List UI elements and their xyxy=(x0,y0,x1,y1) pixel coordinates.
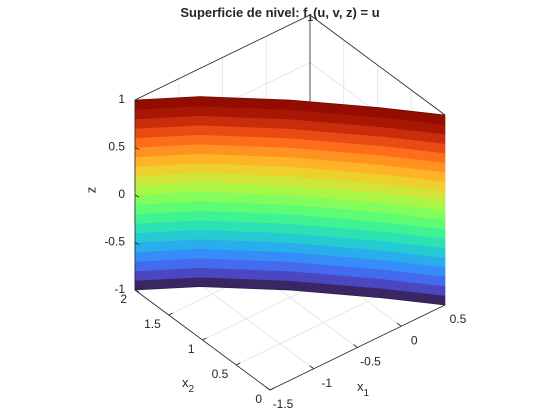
x2-axis-label: x2 xyxy=(182,375,195,394)
z-tick-label: 1 xyxy=(118,92,125,106)
z-tick-label: -1 xyxy=(114,282,125,296)
tick-mark xyxy=(134,287,140,291)
title-text: Superficie de nivel: f xyxy=(180,5,308,20)
tick-mark xyxy=(397,322,402,327)
x1-tick-label: 0.5 xyxy=(450,312,467,326)
tick-mark xyxy=(134,99,140,103)
x1-tick-label: -1 xyxy=(321,376,332,390)
surface-edge xyxy=(134,286,446,306)
tick-mark xyxy=(440,301,446,306)
tick-mark xyxy=(134,147,140,150)
z-tick-label: 0 xyxy=(118,187,125,201)
z-axis-label: z xyxy=(83,187,98,194)
x2-label-text: x xyxy=(182,375,189,390)
tick-mark xyxy=(134,194,140,198)
tick-mark xyxy=(134,242,140,245)
x1-tick-label: 0 xyxy=(411,333,418,347)
x1-tick-label: -0.5 xyxy=(360,355,381,369)
z-tick-label: -0.5 xyxy=(104,235,125,249)
chart-title: Superficie de nivel: f1(u, v, z) = u xyxy=(180,5,379,23)
x1-label-text: x xyxy=(357,379,364,394)
tick-mark xyxy=(269,387,275,391)
surface-band xyxy=(134,96,446,125)
x2-tick-label: 2 xyxy=(120,292,127,306)
x2-label-subscript: 2 xyxy=(189,384,195,395)
title-subscript: 1 xyxy=(308,13,314,24)
tick-mark xyxy=(236,362,241,366)
x1-tick-label: -1.5 xyxy=(273,397,294,411)
tick-mark xyxy=(265,386,271,391)
title-after: (u, v, z) = u xyxy=(313,5,380,20)
x2-tick-label: 0 xyxy=(255,392,262,406)
x1-axis-label: x1 xyxy=(357,379,370,398)
tick-mark xyxy=(168,312,173,316)
x1-label-subscript: 1 xyxy=(364,388,370,399)
tick-mark xyxy=(353,344,358,348)
x2-tick-label: 1.5 xyxy=(144,317,161,331)
tick-mark xyxy=(202,337,207,341)
surface-edge xyxy=(134,96,446,116)
x2-tick-label: 0.5 xyxy=(212,367,229,381)
z-tick-label: 0.5 xyxy=(108,140,125,154)
x2-tick-label: 1 xyxy=(188,342,195,356)
box-edge xyxy=(134,14,311,101)
tick-mark xyxy=(309,365,314,370)
tick-mark xyxy=(134,289,140,293)
box-edge xyxy=(309,14,446,116)
